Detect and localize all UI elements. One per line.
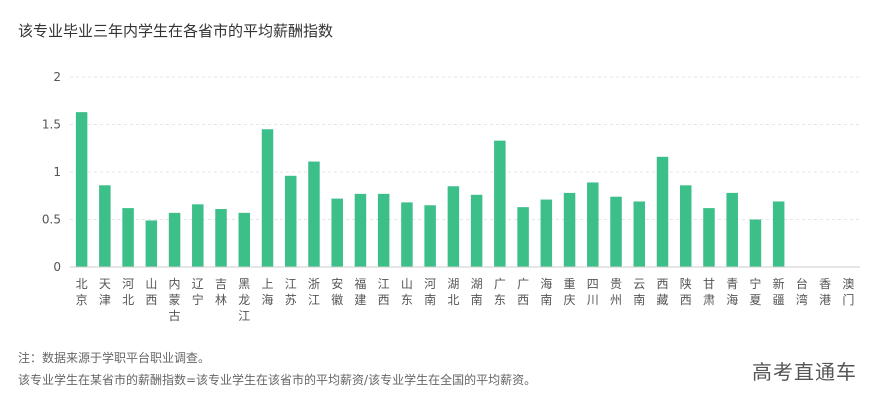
bar [772,201,785,267]
x-tick-label: 青海 [726,277,738,307]
bar [308,161,320,267]
bar [540,199,553,267]
bar [749,219,762,267]
x-tick-label: 内蒙古 [169,277,181,323]
x-tick-label: 上海 [261,277,273,307]
x-tick-label: 宁夏 [749,276,761,307]
bar [215,209,227,267]
x-tick-label: 湖南 [471,276,483,307]
grid-lines [70,76,860,220]
definition-note: 该专业学生在某省市的薪酬指数=该专业学生在该省市的平均薪资/该专业学生在全国的平… [18,373,537,387]
bar [401,202,413,267]
bar [494,140,506,267]
bar [192,204,204,267]
y-tick-label: 1 [53,165,61,179]
y-tick-label: 0 [53,260,61,274]
y-tick-label: 0.5 [42,213,61,227]
x-tick-label: 台湾 [796,276,808,307]
x-tick-label: 贵州 [610,277,622,307]
x-tick-label: 山东 [401,277,413,307]
bars [75,112,785,268]
bar [656,156,669,267]
bar [122,208,134,267]
x-tick-label: 甘肃 [703,277,715,307]
x-tick-label: 安徽 [331,276,343,307]
bar [610,196,622,267]
x-tick-label: 重庆 [564,277,576,307]
bar [587,182,599,267]
chart-title: 该专业毕业三年内学生在各省市的平均薪酬指数 [18,22,334,40]
bar [145,220,158,267]
bar [75,112,88,268]
bar [563,192,576,267]
y-axis-ticks: 0 0.5 1 1.5 2 [42,70,61,274]
x-tick-label: 广西 [517,277,529,307]
y-tick-label: 1.5 [42,118,61,132]
x-tick-label: 云南 [633,277,645,307]
bar [99,185,111,267]
bar [633,201,646,267]
bar [703,208,715,267]
bar [377,193,390,267]
x-tick-label: 河南 [424,277,436,307]
bar [679,185,692,267]
source-note: 注：数据来源于学职平台职业调查。 [18,351,211,365]
x-tick-label: 福建 [354,276,366,307]
x-tick-label: 北京 [76,277,88,307]
x-tick-label: 西藏 [656,277,668,307]
bar [424,205,436,267]
x-tick-label: 四川 [587,277,599,307]
bar [517,207,529,267]
y-tick-label: 2 [53,70,61,84]
bar [470,194,483,267]
bar-chart: 0 0.5 1 1.5 2 北京天津河北山西内蒙古辽宁吉林黑龙江上海江苏浙江安徽福建江西… [42,70,860,323]
x-tick-label: 吉林 [215,277,227,307]
x-tick-label: 陕西 [680,276,692,307]
bar [447,186,460,267]
x-tick-label: 新疆 [773,276,785,307]
x-tick-label: 海南 [540,276,552,307]
x-tick-label: 广东 [494,277,506,307]
x-tick-label: 湖北 [447,276,459,307]
x-tick-label: 澳门 [842,277,854,307]
bar [726,192,738,267]
x-tick-label: 浙江 [308,277,320,307]
bar [354,193,367,267]
brand-logo-text: 高考直通车 [752,360,857,384]
x-tick-label: 江西 [378,277,390,307]
x-tick-label: 山西 [145,277,157,307]
bar [168,212,181,267]
x-tick-label: 黑龙江 [238,277,250,323]
x-tick-label: 江苏 [285,277,297,307]
bar [284,175,297,267]
x-tick-label: 河北 [122,277,134,307]
bar [238,212,251,267]
x-tick-label: 辽宁 [192,277,204,307]
bar [261,129,274,267]
x-tick-label: 香港 [819,277,831,307]
bar [331,198,343,267]
x-tick-label: 天津 [99,277,111,307]
x-axis-labels: 北京天津河北山西内蒙古辽宁吉林黑龙江上海江苏浙江安徽福建江西山东河南湖北湖南广东… [76,276,855,323]
